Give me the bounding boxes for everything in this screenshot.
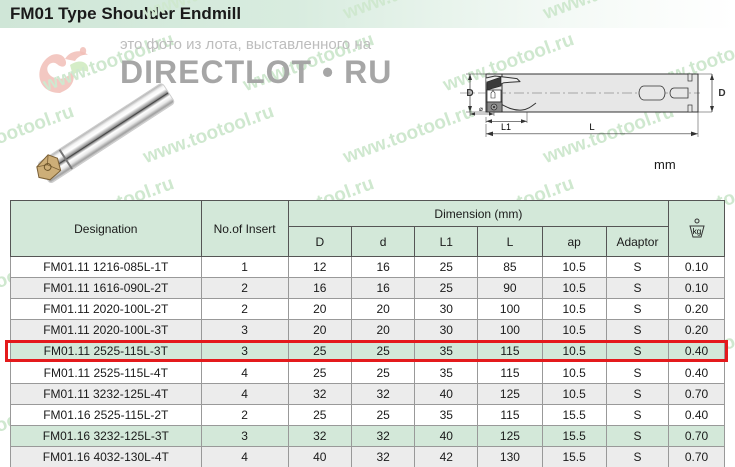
svg-text:⌀: ⌀ [479, 106, 483, 113]
svg-text:D: D [718, 88, 725, 99]
svg-text:L1: L1 [501, 122, 511, 132]
svg-text:D: D [466, 88, 473, 99]
svg-text:L: L [589, 122, 594, 133]
